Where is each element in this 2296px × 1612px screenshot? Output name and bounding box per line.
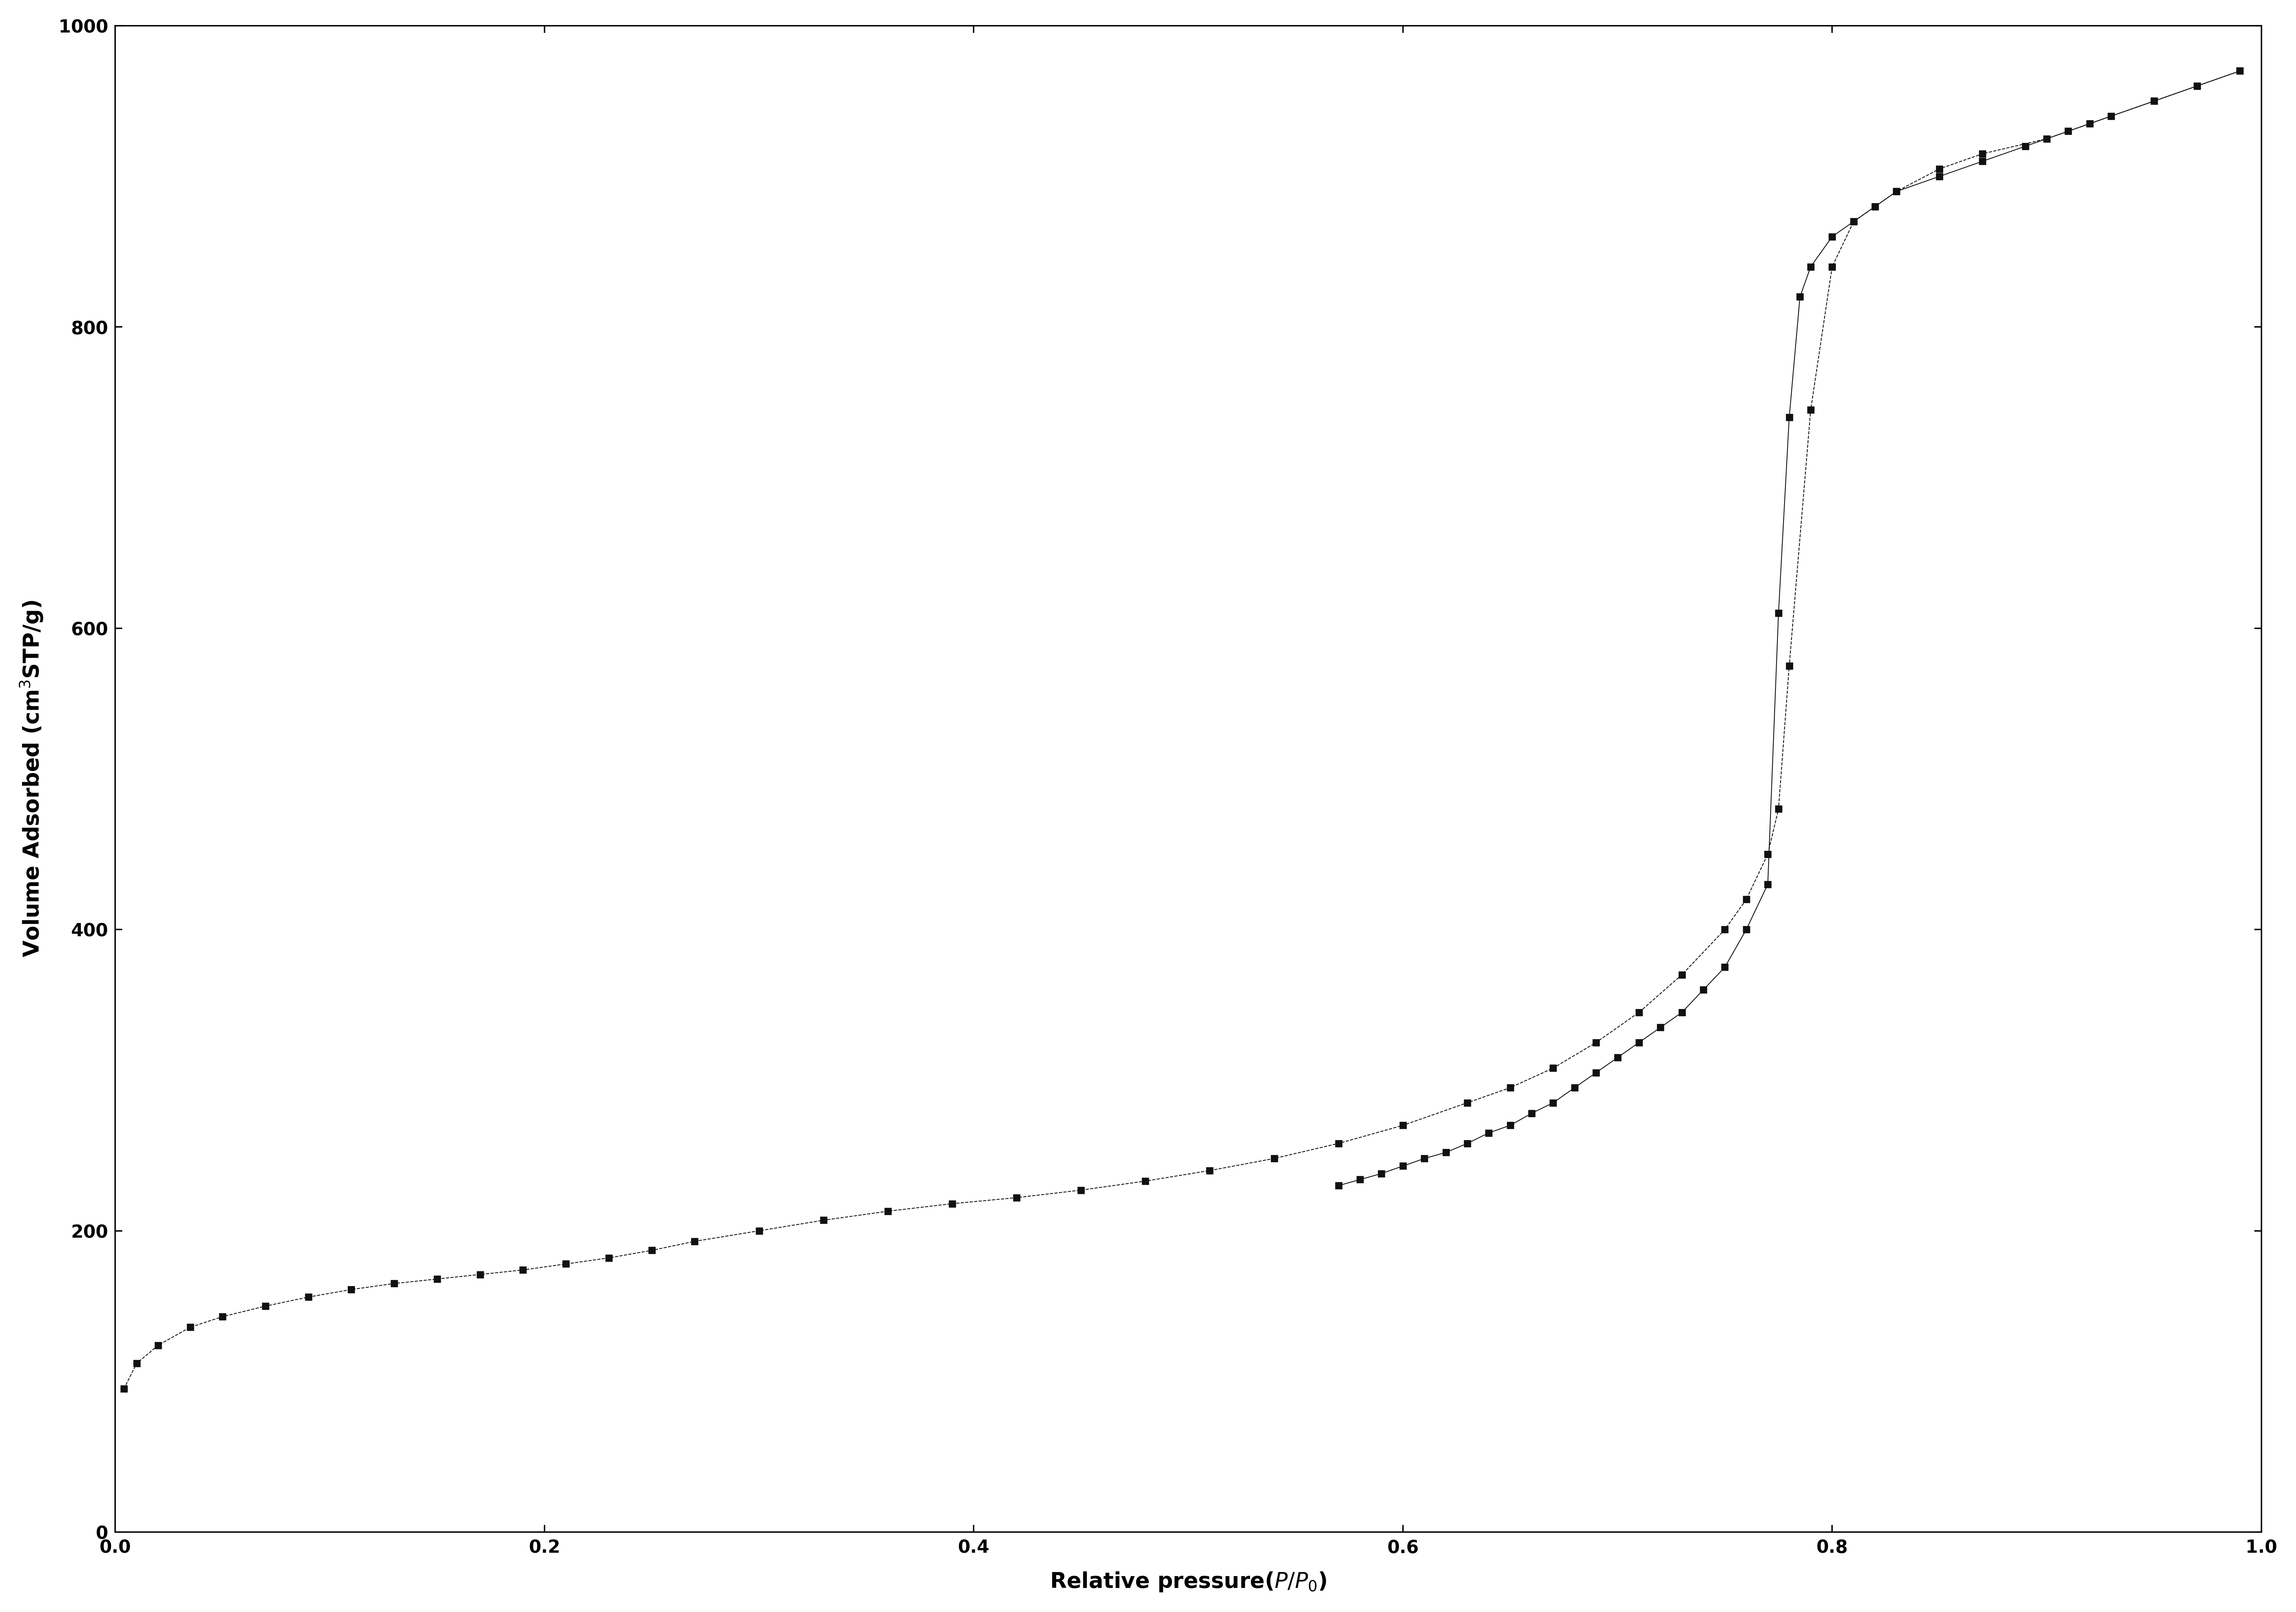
- X-axis label: Relative pressure($P/P_0$): Relative pressure($P/P_0$): [1049, 1570, 1327, 1593]
- Y-axis label: Volume Adsorbed (cm$^3$STP/g): Volume Adsorbed (cm$^3$STP/g): [18, 600, 44, 958]
